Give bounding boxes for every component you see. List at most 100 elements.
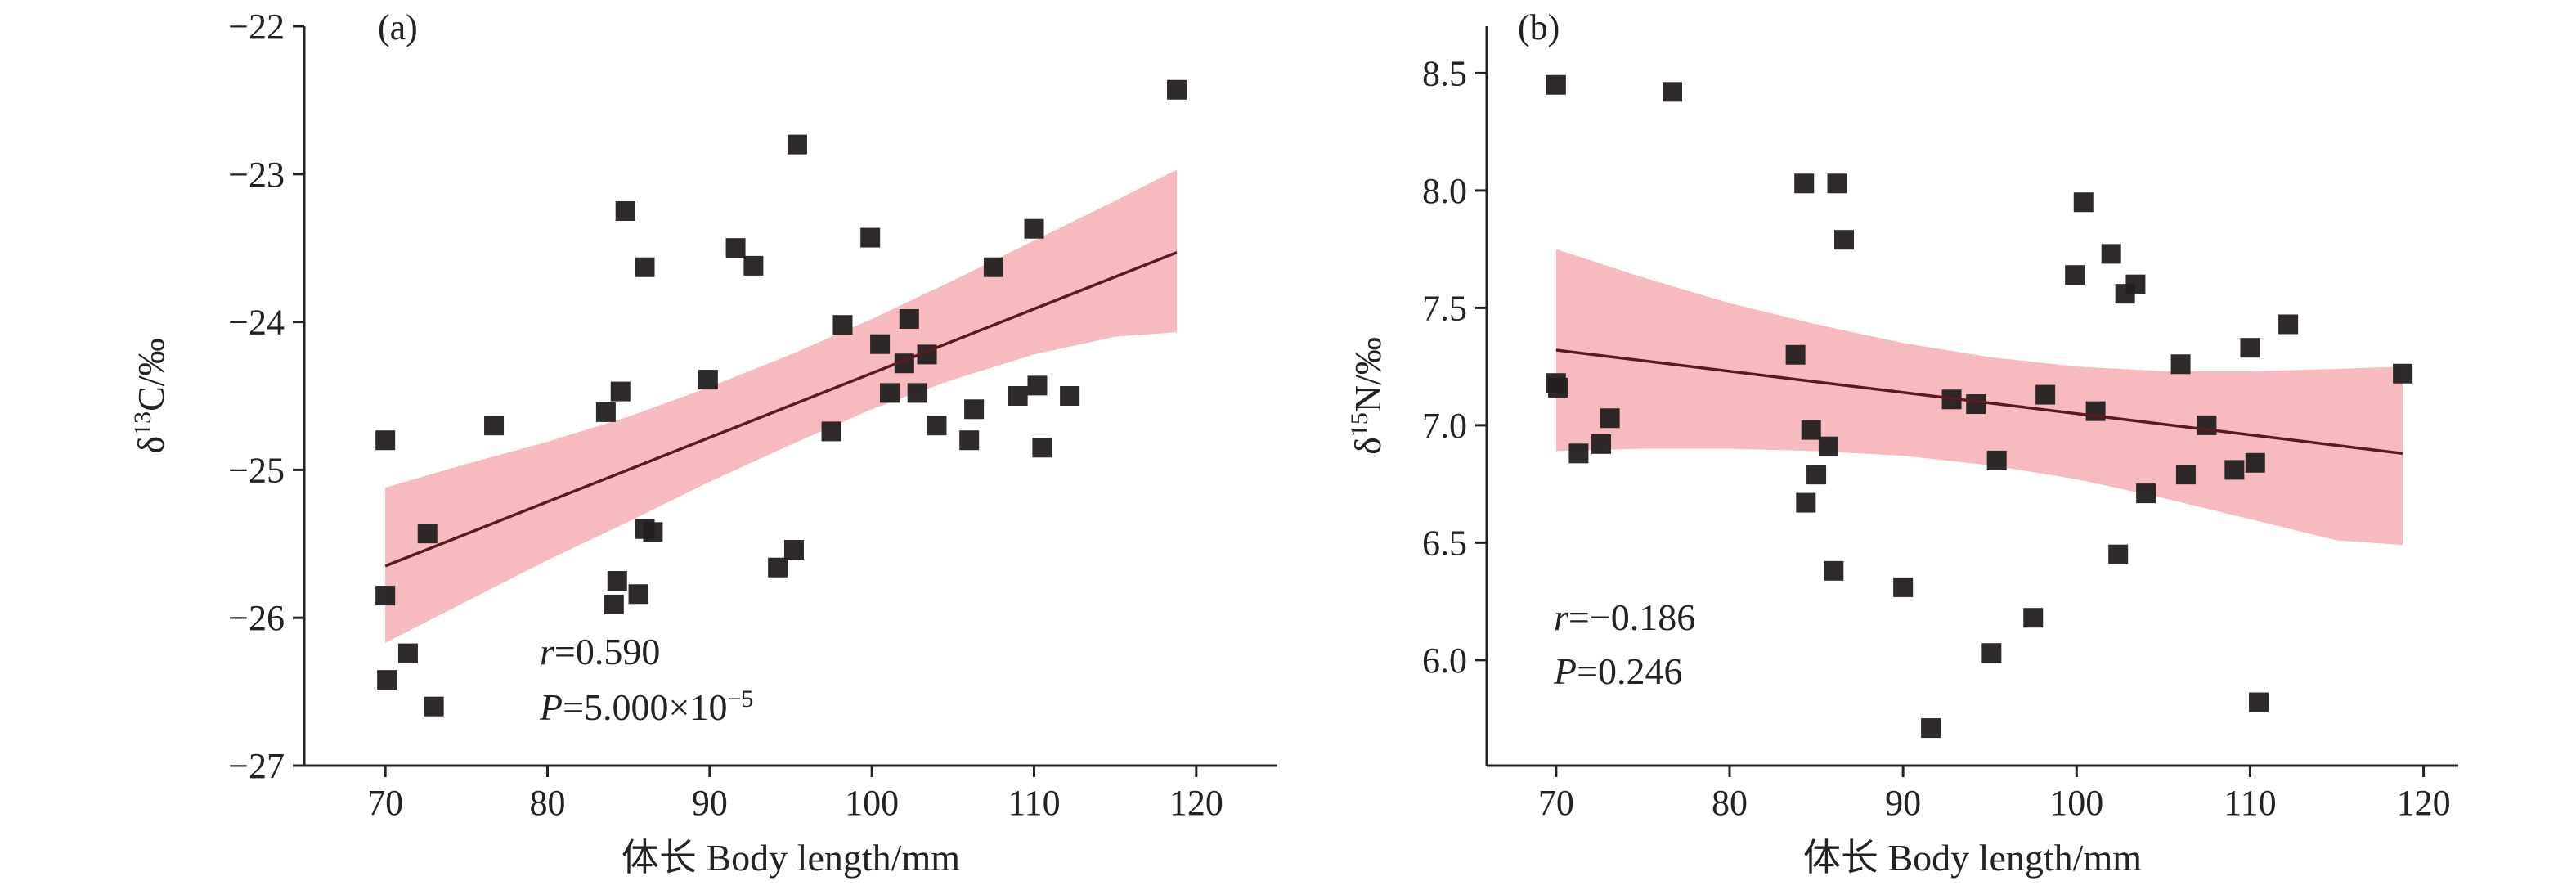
confidence-band-a xyxy=(385,169,1178,643)
y-tick-label-b: 8.0 xyxy=(1422,171,1467,211)
r-statistic-b: r=−0.186 xyxy=(1554,596,1695,638)
data-point-a-10 xyxy=(610,381,631,402)
x-tick-label-a: 80 xyxy=(530,783,566,823)
x-tick-label-a: 70 xyxy=(367,783,403,823)
data-point-a-31 xyxy=(927,416,947,436)
data-point-a-7 xyxy=(595,402,616,422)
data-point-a-24 xyxy=(860,227,881,248)
data-point-a-5 xyxy=(424,696,444,717)
data-point-a-38 xyxy=(1032,438,1052,458)
data-point-b-17 xyxy=(1921,718,1941,739)
y-tick-label-b: 7.0 xyxy=(1422,406,1467,446)
x-tick-label-b: 120 xyxy=(2397,783,2451,823)
y-tick-label-a: −26 xyxy=(228,598,285,638)
data-point-a-34 xyxy=(983,257,1003,277)
data-point-a-22 xyxy=(821,421,841,442)
x-tick-label-a: 100 xyxy=(845,783,899,823)
data-point-b-24 xyxy=(2065,265,2085,285)
r-statistic-a: r=0.590 xyxy=(540,631,660,672)
data-point-a-18 xyxy=(743,255,764,276)
data-point-b-4 xyxy=(1591,434,1612,454)
data-point-b-37 xyxy=(2245,452,2265,473)
y-tick-label-a: −24 xyxy=(228,303,285,343)
data-point-b-8 xyxy=(1794,173,1815,194)
y-tick-label-b: 6.5 xyxy=(1422,523,1467,563)
data-point-a-29 xyxy=(907,383,927,403)
data-point-b-23 xyxy=(2035,384,2056,405)
data-point-b-15 xyxy=(1834,230,1855,250)
data-point-b-3 xyxy=(1568,443,1589,464)
data-point-b-34 xyxy=(2197,415,2217,435)
data-point-b-32 xyxy=(2170,354,2191,375)
x-tick-label-a: 110 xyxy=(1008,783,1060,823)
data-point-a-17 xyxy=(725,238,746,258)
data-point-b-30 xyxy=(2125,274,2146,294)
y-axis-label-a: δ13C/‰ xyxy=(129,338,173,453)
y-tick-label-b: 6.0 xyxy=(1422,641,1467,681)
regression-line-a xyxy=(384,250,1178,568)
data-point-a-0 xyxy=(375,430,396,451)
data-point-b-28 xyxy=(2108,544,2129,564)
data-point-b-36 xyxy=(2240,338,2260,358)
data-point-a-25 xyxy=(870,334,891,354)
data-point-b-38 xyxy=(2249,692,2269,712)
data-point-a-4 xyxy=(417,524,438,544)
data-point-a-40 xyxy=(1167,79,1187,100)
data-point-a-35 xyxy=(1008,386,1028,406)
data-point-b-14 xyxy=(1827,173,1847,194)
y-tick-label-b: 7.5 xyxy=(1422,288,1467,328)
y-axis-label-b: δ15N/‰ xyxy=(1346,337,1389,455)
y-tick-label-a: −23 xyxy=(228,155,285,195)
data-point-a-9 xyxy=(607,571,627,591)
data-point-a-1 xyxy=(375,586,396,606)
data-point-b-31 xyxy=(2136,483,2156,504)
data-point-a-26 xyxy=(879,383,900,403)
x-tick-label-b: 80 xyxy=(1712,783,1748,823)
y-tick-label-a: −27 xyxy=(228,746,285,786)
y-tick-label-b: 8.5 xyxy=(1422,53,1467,93)
data-point-a-12 xyxy=(628,584,648,605)
data-point-b-19 xyxy=(1966,394,1986,415)
data-point-b-22 xyxy=(2023,608,2044,628)
data-point-b-39 xyxy=(2278,314,2299,335)
regression-line-b xyxy=(1555,348,2403,456)
data-point-a-11 xyxy=(615,201,635,221)
data-point-a-28 xyxy=(899,308,919,329)
data-point-b-40 xyxy=(2393,363,2413,384)
x-tick-label-a: 120 xyxy=(1169,783,1223,823)
data-point-a-19 xyxy=(768,557,788,578)
panel-a-carbon-vs-body-length: 70 80 90 100 110 120 −27 −26 −25 −24 −23 −22 体长 Body… xyxy=(129,7,1277,879)
data-point-a-21 xyxy=(787,134,807,155)
data-point-b-0 xyxy=(1546,74,1566,95)
data-point-a-15 xyxy=(643,522,663,542)
data-point-a-39 xyxy=(1060,386,1080,406)
data-point-b-20 xyxy=(1981,643,2002,663)
data-point-b-2 xyxy=(1547,377,1568,398)
x-axis-label-b: 体长 Body length/mm xyxy=(1803,837,2142,879)
panel-label-a: (a) xyxy=(378,7,418,47)
data-point-a-36 xyxy=(1024,218,1044,239)
x-tick-label-b: 70 xyxy=(1538,783,1574,823)
y-tick-label-a: −22 xyxy=(228,7,285,47)
data-point-a-23 xyxy=(832,315,853,335)
data-point-a-6 xyxy=(484,416,505,436)
data-point-a-37 xyxy=(1027,375,1048,396)
x-tick-label-b: 90 xyxy=(1885,783,1921,823)
data-point-b-7 xyxy=(1785,344,1806,365)
x-tick-label-b: 110 xyxy=(2224,783,2276,823)
data-point-b-16 xyxy=(1893,577,1914,597)
data-point-b-21 xyxy=(1986,450,2007,470)
data-point-b-25 xyxy=(2073,192,2094,213)
data-point-b-6 xyxy=(1662,82,1682,102)
data-point-a-33 xyxy=(964,399,985,420)
data-point-b-27 xyxy=(2101,244,2121,264)
p-statistic-a: P=5.000×10−5 xyxy=(539,685,753,729)
data-point-b-33 xyxy=(2175,465,2196,485)
data-point-b-35 xyxy=(2224,460,2245,480)
data-point-a-16 xyxy=(698,370,718,390)
data-point-b-11 xyxy=(1806,465,1827,485)
panel-b-nitrogen-vs-body-length: 70 80 90 100 110 120 6.0 6.5 7.0 7.5 8.0 8.5 体长 Body… xyxy=(1346,7,2458,879)
data-point-a-2 xyxy=(377,670,397,690)
data-point-b-10 xyxy=(1801,420,1821,440)
data-point-a-8 xyxy=(604,594,624,614)
